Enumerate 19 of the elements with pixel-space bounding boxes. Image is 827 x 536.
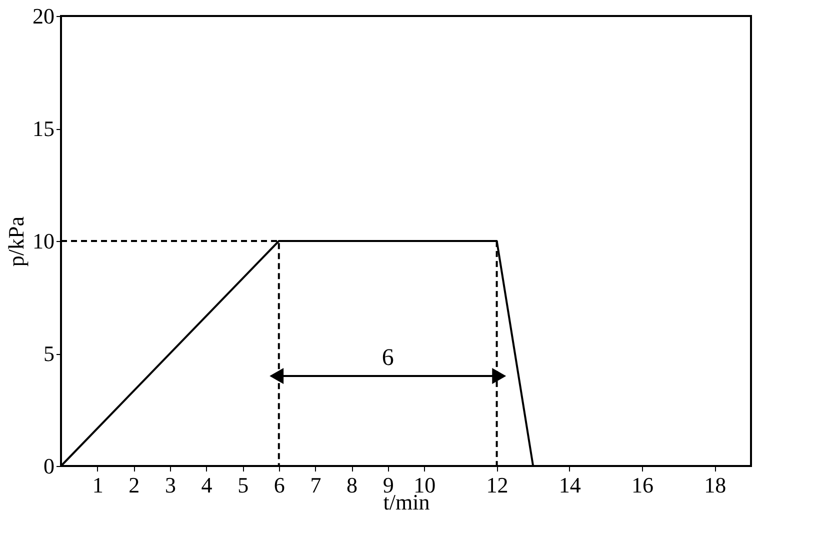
y-axis-title: p/kPa <box>4 216 28 267</box>
x-tick-label: 18 <box>704 472 726 498</box>
x-tick-label: 3 <box>164 472 176 498</box>
x-tick-label: 14 <box>558 472 581 498</box>
x-tick-label: 7 <box>310 472 322 498</box>
annotation: 6 <box>382 345 394 371</box>
x-tick-label: 4 <box>201 472 212 498</box>
y-tick-label: 10 <box>32 228 54 254</box>
y-tick-label: 0 <box>44 454 54 478</box>
y-tick-label: 5 <box>44 341 54 366</box>
y-tick-label: 15 <box>32 116 54 141</box>
x-tick-label: 16 <box>632 472 654 498</box>
x-tick-label: 12 <box>486 472 508 498</box>
x-tick-label: 8 <box>346 472 358 498</box>
x-tick-label: 6 <box>274 472 285 498</box>
y-tick-label: 20 <box>32 4 54 28</box>
x-tick-label: 5 <box>238 472 249 498</box>
x-tick-label: 2 <box>128 472 140 498</box>
x-tick-label: 1 <box>92 472 104 498</box>
